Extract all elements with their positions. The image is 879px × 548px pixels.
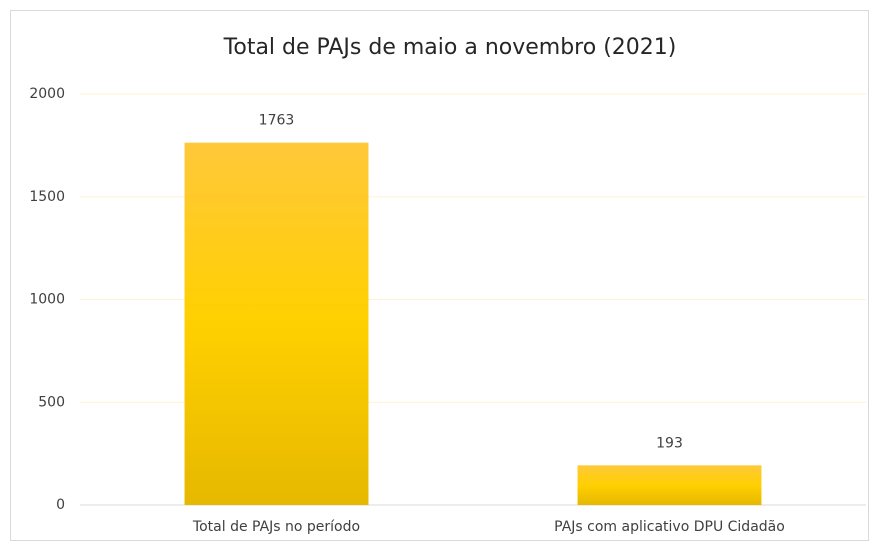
y-tick-label: 2000 [29, 86, 65, 102]
bar [184, 142, 369, 506]
x-tick-label: Total de PAJs no período [192, 519, 360, 535]
x-tick-label: PAJs com aplicativo DPU Cidadão [554, 519, 785, 535]
y-tick-label: 1500 [29, 189, 65, 205]
bar [577, 465, 762, 505]
chart-frame [10, 10, 869, 541]
chart-title: Total de PAJs de maio a novembro (2021) [223, 35, 677, 60]
y-tick-label: 500 [38, 394, 65, 410]
y-tick-label: 0 [56, 497, 65, 513]
y-tick-label: 1000 [29, 292, 65, 308]
data-label: 193 [656, 435, 683, 451]
data-label: 1763 [259, 113, 295, 129]
